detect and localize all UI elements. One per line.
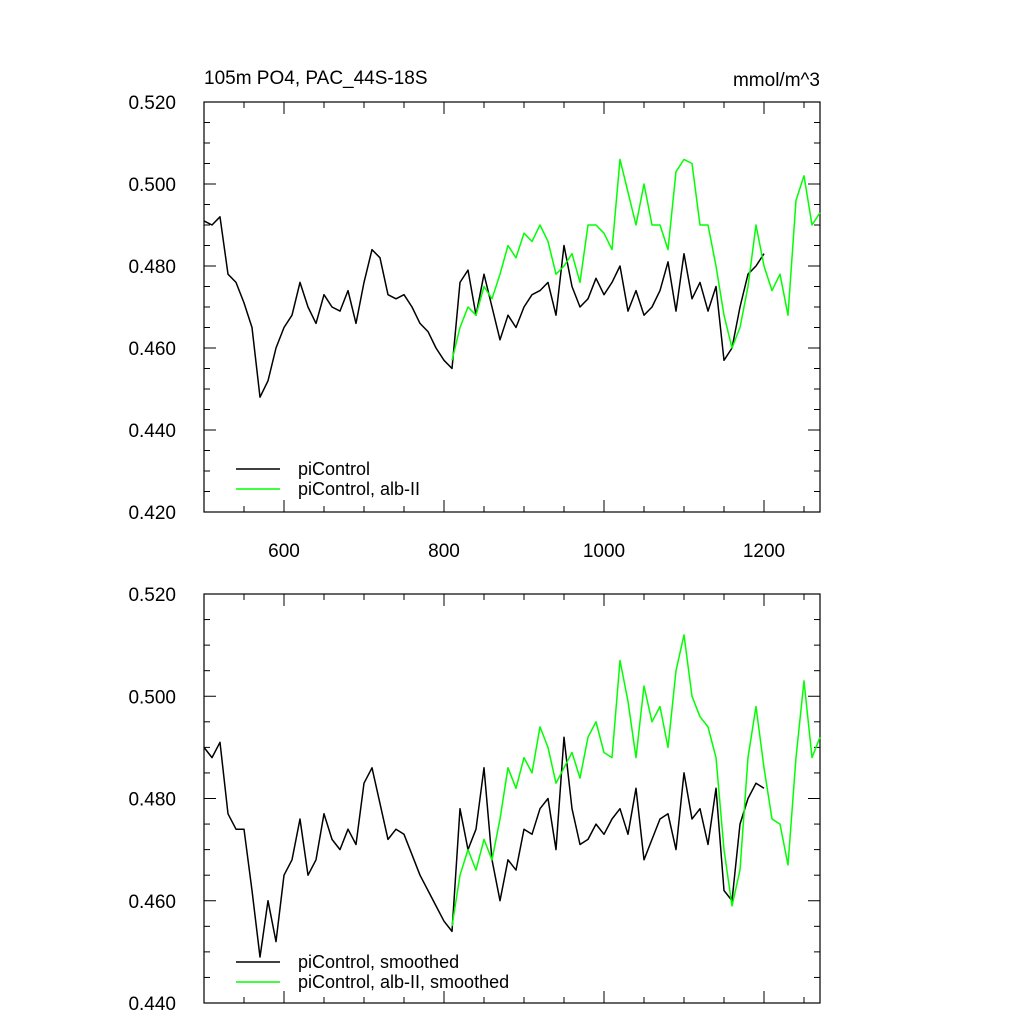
plot-frame	[203, 593, 821, 1004]
series-line	[203, 736, 765, 958]
y-tick-label: 0.480	[128, 790, 176, 811]
chart-title: 105m PO4, PAC_44S-18S	[204, 68, 428, 89]
y-tick-label: 0.420	[128, 503, 176, 524]
series-line	[203, 216, 765, 398]
y-tick-label: 0.460	[128, 339, 176, 360]
legend-label: piControl, alb-II	[298, 479, 420, 499]
y-tick-label: 0.520	[128, 93, 176, 114]
y-tick-label: 0.460	[128, 892, 176, 913]
chart-panel: 0.420 0.440 0.460 0.480 0.500 0.520 600 800 1000…	[128, 93, 821, 562]
y-tick-label: 0.500	[128, 175, 176, 196]
legend-label: piControl, alb-II, smoothed	[298, 972, 509, 992]
chart-panel: 0.440 0.460 0.480 0.500 0.520 piControl, smoo…	[128, 585, 821, 1015]
x-tick-label: 600	[268, 541, 300, 562]
x-tick-label: 800	[428, 541, 460, 562]
legend-label: piControl, smoothed	[298, 952, 459, 972]
y-tick-label: 0.440	[128, 421, 176, 442]
plot-frame	[203, 101, 821, 513]
y-tick-label: 0.520	[128, 585, 176, 606]
y-tick-label: 0.480	[128, 257, 176, 278]
legend-label: piControl	[298, 459, 370, 479]
y-tick-label: 0.440	[128, 994, 176, 1015]
y-tick-label: 0.500	[128, 687, 176, 708]
series-line	[451, 634, 821, 927]
x-tick-label: 1200	[743, 541, 785, 562]
series-line	[451, 158, 821, 361]
chart-units: mmol/m^3	[733, 70, 820, 91]
x-tick-label: 1000	[583, 541, 625, 562]
